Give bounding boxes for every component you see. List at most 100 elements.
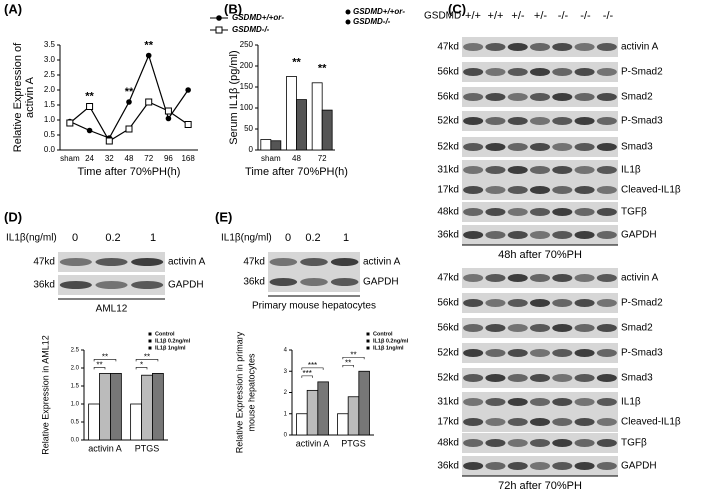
band bbox=[574, 93, 595, 101]
x-tick-label: activin A bbox=[296, 438, 330, 448]
x-tick-label: 72 bbox=[318, 154, 327, 163]
y-axis-label: Relative Expression in primary bbox=[234, 331, 244, 453]
legend-label: IL1β 0.2ng/ml bbox=[155, 338, 191, 344]
legend-label: GSDMD+/+or- bbox=[353, 7, 405, 16]
band bbox=[596, 324, 617, 332]
kd-label: 36kd bbox=[33, 280, 55, 291]
marker bbox=[145, 52, 152, 59]
kd-label: 48kd bbox=[437, 207, 459, 218]
band bbox=[574, 231, 595, 239]
bar bbox=[317, 381, 329, 436]
band bbox=[485, 208, 506, 216]
band bbox=[95, 281, 128, 289]
band bbox=[507, 93, 528, 101]
band bbox=[300, 258, 328, 266]
protein-label: TGFβ bbox=[621, 207, 647, 218]
annotation: ** bbox=[102, 353, 108, 362]
y-tick-label: 1.0 bbox=[44, 115, 56, 124]
band bbox=[552, 299, 573, 307]
band bbox=[574, 374, 595, 382]
bracket bbox=[135, 367, 148, 370]
marker bbox=[165, 115, 172, 122]
lane-label: 1 bbox=[150, 232, 156, 244]
band bbox=[529, 231, 551, 239]
x-tick-label: 32 bbox=[105, 154, 114, 163]
bar bbox=[337, 413, 349, 436]
protein-label: P-Smad3 bbox=[621, 116, 663, 127]
band bbox=[596, 93, 617, 101]
bar bbox=[321, 109, 333, 151]
panel-label: (A) bbox=[4, 1, 22, 16]
y-tick-label: 2.0 bbox=[71, 366, 80, 372]
bracket bbox=[342, 356, 365, 360]
lane-label: +/+ bbox=[488, 10, 504, 22]
band bbox=[485, 186, 506, 194]
annotation: ** bbox=[292, 56, 301, 68]
band bbox=[552, 43, 573, 51]
blot-caption: 72h after 70%PH bbox=[498, 480, 582, 492]
bar bbox=[306, 389, 319, 436]
band bbox=[507, 274, 528, 282]
band bbox=[269, 258, 298, 266]
band bbox=[574, 398, 595, 406]
bar bbox=[270, 140, 282, 151]
legend-label: GSDMD-/- bbox=[353, 17, 391, 26]
protein-label: Cleaved-IL1β bbox=[621, 417, 681, 428]
band bbox=[485, 143, 506, 151]
legend-marker bbox=[148, 346, 152, 350]
legend-label: IL1β 1ng/ml bbox=[155, 345, 186, 351]
band bbox=[300, 278, 328, 286]
protein-label: GAPDH bbox=[621, 230, 657, 241]
legend-marker bbox=[366, 332, 370, 336]
y-tick-label: 100 bbox=[240, 103, 254, 112]
band bbox=[596, 143, 617, 151]
bar bbox=[358, 370, 370, 436]
annotation: ** bbox=[85, 90, 94, 102]
band bbox=[552, 324, 573, 332]
band bbox=[574, 166, 595, 174]
band bbox=[463, 208, 484, 216]
band bbox=[485, 349, 506, 357]
band bbox=[529, 349, 551, 357]
panel-label: (D) bbox=[4, 209, 22, 224]
band bbox=[507, 349, 528, 357]
band bbox=[529, 462, 551, 470]
band bbox=[529, 299, 551, 307]
y-axis-label: activin A bbox=[24, 76, 36, 118]
protein-label: P-Smad3 bbox=[621, 348, 663, 359]
kd-label: 56kd bbox=[437, 67, 459, 78]
legend-label: Control bbox=[155, 331, 175, 337]
band bbox=[574, 299, 595, 307]
band bbox=[552, 462, 573, 470]
band bbox=[552, 117, 573, 125]
legend-marker bbox=[148, 339, 152, 343]
band bbox=[507, 374, 528, 382]
band bbox=[529, 374, 551, 382]
lane-label: +/- bbox=[511, 10, 524, 22]
band bbox=[463, 439, 484, 447]
legend-marker bbox=[345, 9, 351, 15]
band bbox=[596, 274, 617, 282]
band bbox=[485, 231, 506, 239]
band bbox=[552, 68, 573, 76]
band bbox=[596, 166, 617, 174]
legend-marker bbox=[215, 26, 223, 34]
band bbox=[529, 166, 551, 174]
x-tick-label: 24 bbox=[85, 154, 94, 163]
band bbox=[574, 274, 595, 282]
band bbox=[485, 43, 506, 51]
band bbox=[574, 439, 595, 447]
band bbox=[552, 208, 573, 216]
kd-label: 52kd bbox=[437, 116, 459, 127]
x-tick-label: 96 bbox=[164, 154, 173, 163]
bracket bbox=[301, 375, 313, 378]
band bbox=[596, 299, 617, 307]
bracket bbox=[135, 359, 159, 362]
legend-label: IL1β 1ng/ml bbox=[373, 345, 404, 351]
band bbox=[507, 117, 528, 125]
annotation: ** bbox=[96, 361, 102, 370]
band bbox=[529, 43, 551, 51]
x-tick-label: 48 bbox=[292, 154, 301, 163]
x-tick-label: 72 bbox=[144, 154, 153, 163]
kd-label: 31kd bbox=[437, 397, 459, 408]
